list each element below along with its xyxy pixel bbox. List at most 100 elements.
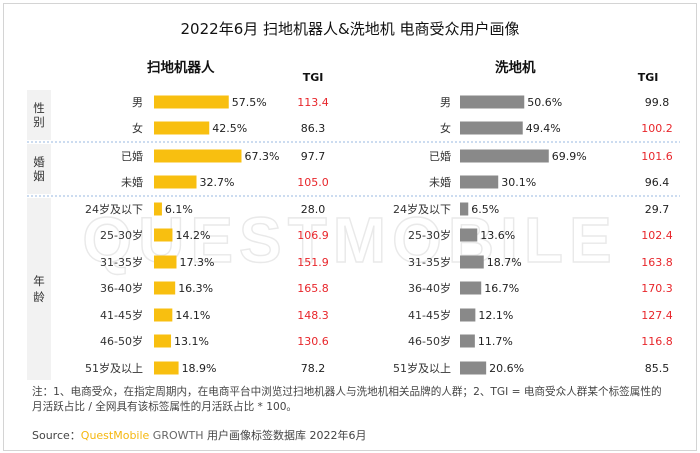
source-suffix: 用户画像标签数据库 2022年6月 [203, 429, 367, 442]
bar-value-label: 69.9% [552, 150, 587, 163]
category-label: 51岁及以上 [85, 361, 143, 375]
bar-value-label: 13.6% [480, 229, 515, 242]
section-band-0 [27, 90, 51, 140]
bar [460, 121, 523, 135]
tgi-label: 85.5 [645, 362, 670, 375]
bar [460, 228, 478, 242]
tgi-label: 113.4 [297, 96, 329, 109]
bar-value-label: 14.1% [175, 309, 210, 322]
bar [154, 95, 229, 109]
tgi-label: 165.8 [297, 282, 329, 295]
bar-value-label: 20.6% [489, 362, 524, 375]
tgi-label: 100.2 [641, 122, 673, 135]
bar [154, 361, 179, 375]
bar-value-label: 14.2% [175, 229, 210, 242]
bar-value-label: 11.7% [478, 335, 513, 348]
bar-value-label: 16.7% [484, 282, 519, 295]
bar-value-label: 42.5% [212, 122, 247, 135]
tgi-label: 105.0 [297, 176, 329, 189]
bar [154, 202, 162, 216]
chart-card [3, 3, 697, 451]
bar [460, 149, 549, 163]
bar [460, 361, 487, 375]
bar-value-label: 57.5% [232, 96, 267, 109]
tgi-label: 29.7 [645, 203, 670, 216]
bar [154, 121, 210, 135]
section-band-2 [27, 198, 51, 380]
category-label: 未婚 [121, 175, 143, 189]
tgi-label: 86.3 [301, 122, 326, 135]
category-label: 女 [440, 121, 451, 135]
category-label: 46-50岁 [100, 334, 143, 348]
group-label-1: 姻 [33, 169, 45, 183]
bar-value-label: 49.4% [526, 122, 561, 135]
group-label-1: 婚 [33, 155, 45, 169]
tgi-label: 28.0 [301, 203, 326, 216]
bar [154, 175, 197, 189]
bar-value-label: 30.1% [501, 176, 536, 189]
bar-value-label: 17.3% [179, 256, 214, 269]
bar-value-label: 6.1% [165, 203, 193, 216]
footnote: 注：1、电商受众，在指定周期内，在电商平台中浏览过扫地机器人与洗地机相关品牌的人… [32, 386, 662, 413]
bar-value-label: 67.3% [244, 150, 279, 163]
category-label: 36-40岁 [408, 281, 451, 295]
category-label: 36-40岁 [100, 281, 143, 295]
category-label: 已婚 [429, 149, 451, 163]
tgi-label: 106.9 [297, 229, 329, 242]
source-growth: GROWTH [149, 429, 204, 442]
tgi-label: 78.2 [301, 362, 326, 375]
bar [154, 149, 242, 163]
left-panel-title: 扫地机器人 [147, 60, 215, 76]
section-band-1 [27, 144, 51, 194]
tgi-label: 101.6 [641, 150, 673, 163]
group-label-0: 别 [33, 115, 45, 129]
bar-value-label: 16.3% [178, 282, 213, 295]
bar-value-label: 50.6% [527, 96, 562, 109]
tgi-label: 102.4 [641, 229, 673, 242]
chart-title: 2022年6月 扫地机器人&洗地机 电商受众用户画像 [180, 20, 520, 38]
bar-value-label: 18.9% [182, 362, 217, 375]
bar [154, 308, 173, 322]
category-label: 46-50岁 [408, 334, 451, 348]
bar [460, 175, 499, 189]
bar [460, 95, 525, 109]
bar-value-label: 13.1% [174, 335, 209, 348]
group-label-0: 性 [33, 101, 45, 115]
tgi-header-1: TGI [638, 71, 659, 84]
category-label: 已婚 [121, 149, 143, 163]
category-label: 41-45岁 [100, 308, 143, 322]
source-prefix: Source： [32, 429, 81, 442]
bar [460, 334, 475, 348]
tgi-label: 97.7 [301, 150, 326, 163]
group-label-2: 龄 [33, 290, 45, 304]
category-label: 31-35岁 [100, 255, 143, 269]
bar [154, 334, 172, 348]
tgi-label: 148.3 [297, 309, 329, 322]
tgi-label: 127.4 [641, 309, 673, 322]
bar [460, 202, 469, 216]
category-label: 24岁及以下 [393, 202, 451, 216]
category-label: 男 [440, 96, 451, 109]
bar [460, 308, 476, 322]
category-label: 男 [132, 96, 143, 109]
right-panel-title: 洗地机 [495, 60, 536, 76]
tgi-label: 96.4 [645, 176, 670, 189]
tgi-label: 151.9 [297, 256, 329, 269]
category-label: 25-30岁 [408, 228, 451, 242]
bar-value-label: 32.7% [200, 176, 235, 189]
category-label: 女 [132, 121, 143, 135]
tgi-label: 170.3 [641, 282, 673, 295]
bar [460, 281, 482, 295]
bar-value-label: 6.5% [471, 203, 499, 216]
category-label: 24岁及以下 [85, 202, 143, 216]
category-label: 51岁及以上 [393, 361, 451, 375]
source-line: Source：QuestMobile GROWTH 用户画像标签数据库 2022… [32, 427, 367, 443]
bar-value-label: 18.7% [487, 256, 522, 269]
category-label: 31-35岁 [408, 255, 451, 269]
category-label: 未婚 [429, 175, 451, 189]
category-label: 41-45岁 [408, 308, 451, 322]
bar [154, 255, 177, 269]
tgi-label: 116.8 [641, 335, 673, 348]
bar [460, 255, 484, 269]
